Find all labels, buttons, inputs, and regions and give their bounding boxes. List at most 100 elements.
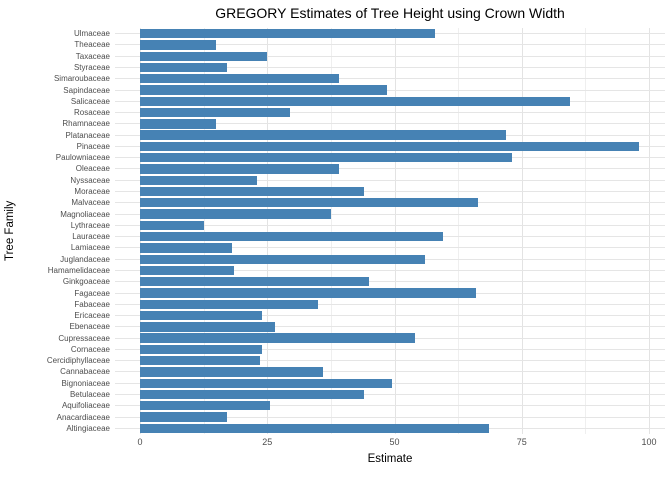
y-axis-label: Altingiaceae <box>66 423 110 433</box>
bar-cupressaceae <box>140 333 415 343</box>
y-axis-label: Oleaceae <box>75 164 110 174</box>
y-axis-label: Cupressaceae <box>58 333 110 343</box>
y-axis-label: Cannabaceae <box>60 367 110 377</box>
v-gridline-major <box>649 28 650 434</box>
bar-hamamelidaceae <box>140 265 235 276</box>
h-gridline <box>115 394 665 396</box>
bar-fagaceae <box>140 288 476 298</box>
x-tick-label: 25 <box>262 437 273 447</box>
v-gridline-major <box>267 28 269 434</box>
bar-betulaceae <box>140 389 364 400</box>
y-axis-label: Magnoliaceae <box>60 209 110 219</box>
y-axis-label: Malvaceae <box>71 198 110 208</box>
y-axis-label: Lauraceae <box>72 232 110 242</box>
h-gridline <box>115 66 665 68</box>
y-axis-label: Betulaceae <box>69 390 110 400</box>
y-axis-label: Rosaceae <box>73 108 110 118</box>
y-axis-label: Aquifoliaceae <box>61 401 110 411</box>
y-axis-label: Fagaceae <box>74 288 110 298</box>
y-axis-label: Lamiaceae <box>70 243 110 253</box>
v-gridline-minor <box>330 28 332 434</box>
v-gridline-major <box>521 28 523 434</box>
y-axis-label: Anacardiaceae <box>56 412 110 422</box>
y-axis-label: Cercidiphyllaceae <box>46 356 110 366</box>
bar-fabaceae <box>140 299 319 309</box>
y-axis-labels: Ulmaceae Theaceae Taxaceae Styraceae Simarou… <box>0 28 110 434</box>
y-axis-label: Paulowniaceae <box>55 153 110 163</box>
chart-title: GREGORY Estimates of Tree Height using C… <box>215 5 565 21</box>
x-tick-label: 50 <box>389 437 400 447</box>
bar-cannabaceae <box>140 367 324 377</box>
bar-malvaceae <box>140 198 479 208</box>
bar-bignoniaceae <box>140 378 392 388</box>
y-axis-label: Ebenaceae <box>69 322 110 332</box>
v-gridline-major <box>394 28 396 434</box>
h-gridline <box>115 371 665 373</box>
y-axis-label: Lythraceae <box>70 220 110 230</box>
bar-rosaceae <box>140 107 291 118</box>
x-axis-tick-labels: 0 25 50 75 100 <box>115 437 665 449</box>
bar-taxaceae <box>140 51 268 61</box>
y-axis-label: Sapindaceae <box>63 85 110 95</box>
y-axis-label: Ericaceae <box>74 311 110 321</box>
bar-sapindaceae <box>140 85 387 95</box>
v-gridline-minor <box>585 28 587 434</box>
bar-pinaceae <box>140 141 639 152</box>
x-tick-label: 75 <box>516 437 527 447</box>
v-gridline-minor <box>458 28 460 434</box>
y-axis-label: Juglandaceae <box>60 254 110 264</box>
plot-panel <box>115 28 665 434</box>
h-gridline <box>115 360 665 362</box>
bar-lauraceae <box>140 231 443 242</box>
y-axis-label: Moraceae <box>74 187 110 197</box>
bar-altingiaceae <box>140 423 489 433</box>
bar-oleaceae <box>140 164 339 174</box>
h-gridline <box>115 281 665 283</box>
v-gridline-minor <box>203 28 205 434</box>
bar-aquifoliaceae <box>140 401 270 411</box>
h-gridline <box>115 224 665 226</box>
h-gridline <box>115 303 665 305</box>
y-axis-label: Ulmaceae <box>73 29 110 39</box>
y-axis-label: Fabaceae <box>74 299 110 309</box>
bar-moraceae <box>140 186 364 197</box>
y-axis-label: Salicaceae <box>70 96 110 106</box>
h-gridline <box>115 191 665 193</box>
bar-magnoliaceae <box>140 209 331 219</box>
y-axis-label: Pinaceae <box>76 141 110 151</box>
h-gridline <box>115 348 665 350</box>
bar-cercidiphyllaceae <box>140 356 260 366</box>
bar-salicaceae <box>140 96 571 106</box>
y-axis-label: Taxaceae <box>75 51 110 61</box>
h-gridline <box>115 112 665 114</box>
bar-platanaceae <box>140 130 507 140</box>
y-axis-label: Styraceae <box>73 62 110 72</box>
bar-lamiaceae <box>140 243 232 253</box>
h-gridline <box>115 44 665 46</box>
bar-juglandaceae <box>140 254 426 264</box>
bar-cornaceae <box>140 344 263 355</box>
h-gridline <box>115 416 665 418</box>
h-gridline <box>115 179 665 181</box>
bar-simaroubaceae <box>140 74 339 84</box>
h-gridline <box>115 213 665 215</box>
bar-nyssaceae <box>140 175 258 185</box>
h-gridline <box>115 405 665 407</box>
h-gridline <box>115 89 665 91</box>
y-axis-label: Simaroubaceae <box>53 74 110 84</box>
bar-ginkgoaceae <box>140 277 370 287</box>
x-tick-label: 100 <box>641 437 657 447</box>
bar-ebenaceae <box>140 322 275 332</box>
bar-styraceae <box>140 62 227 73</box>
h-gridline <box>115 315 665 317</box>
y-axis-label: Rhamnaceae <box>62 119 110 129</box>
bar-rhamnaceae <box>140 119 217 129</box>
bar-paulowniaceae <box>140 153 512 163</box>
h-gridline <box>115 123 665 125</box>
y-axis-label: Platanaceae <box>65 130 110 140</box>
bar-lythraceae <box>140 220 204 230</box>
h-gridline <box>115 247 665 249</box>
h-gridline <box>115 326 665 328</box>
h-gridline <box>115 269 665 271</box>
